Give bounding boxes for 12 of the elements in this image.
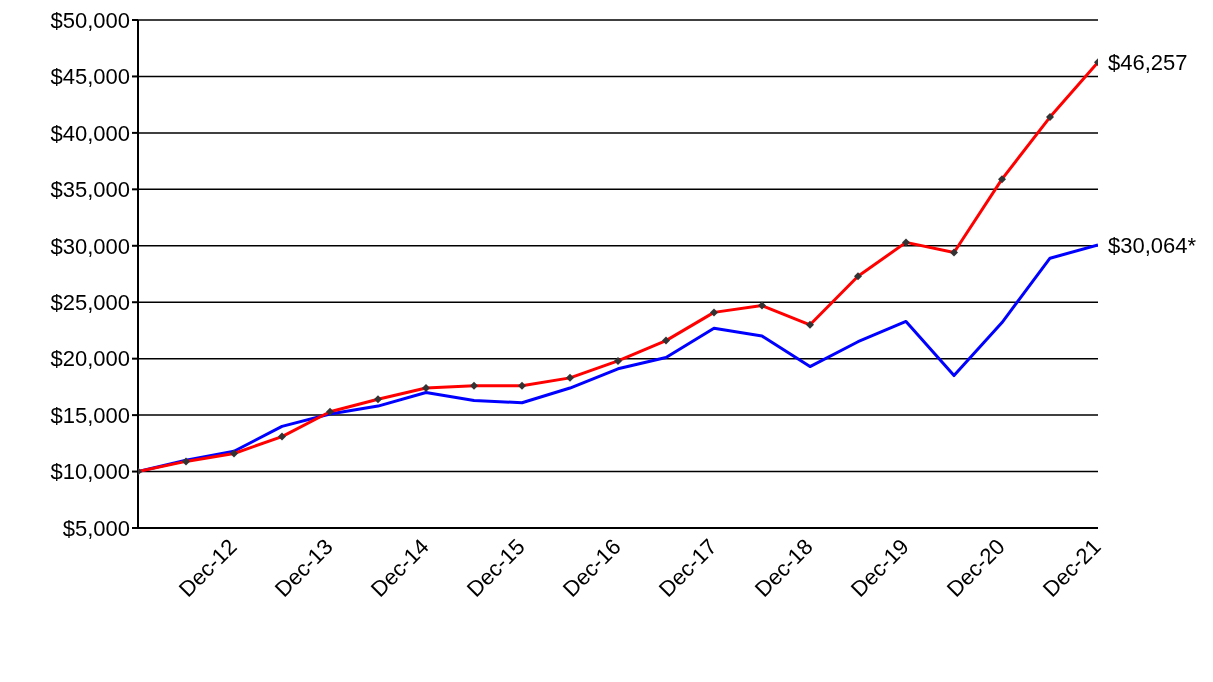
y-tick-label: $15,000 (50, 402, 130, 428)
y-tick-label: $50,000 (50, 7, 130, 33)
y-tick-label: $40,000 (50, 120, 130, 146)
y-tick-label: $10,000 (50, 459, 130, 485)
y-tick-label: $20,000 (50, 346, 130, 372)
annotation: $46,257 (1108, 50, 1188, 76)
y-tick-label: $5,000 (62, 515, 130, 541)
y-tick-label: $35,000 (50, 177, 130, 203)
y-tick-label: $30,000 (50, 233, 130, 259)
y-tick-label: $45,000 (50, 64, 130, 90)
y-tick-label: $25,000 (50, 290, 130, 316)
annotation: $30,064* (1108, 232, 1197, 258)
